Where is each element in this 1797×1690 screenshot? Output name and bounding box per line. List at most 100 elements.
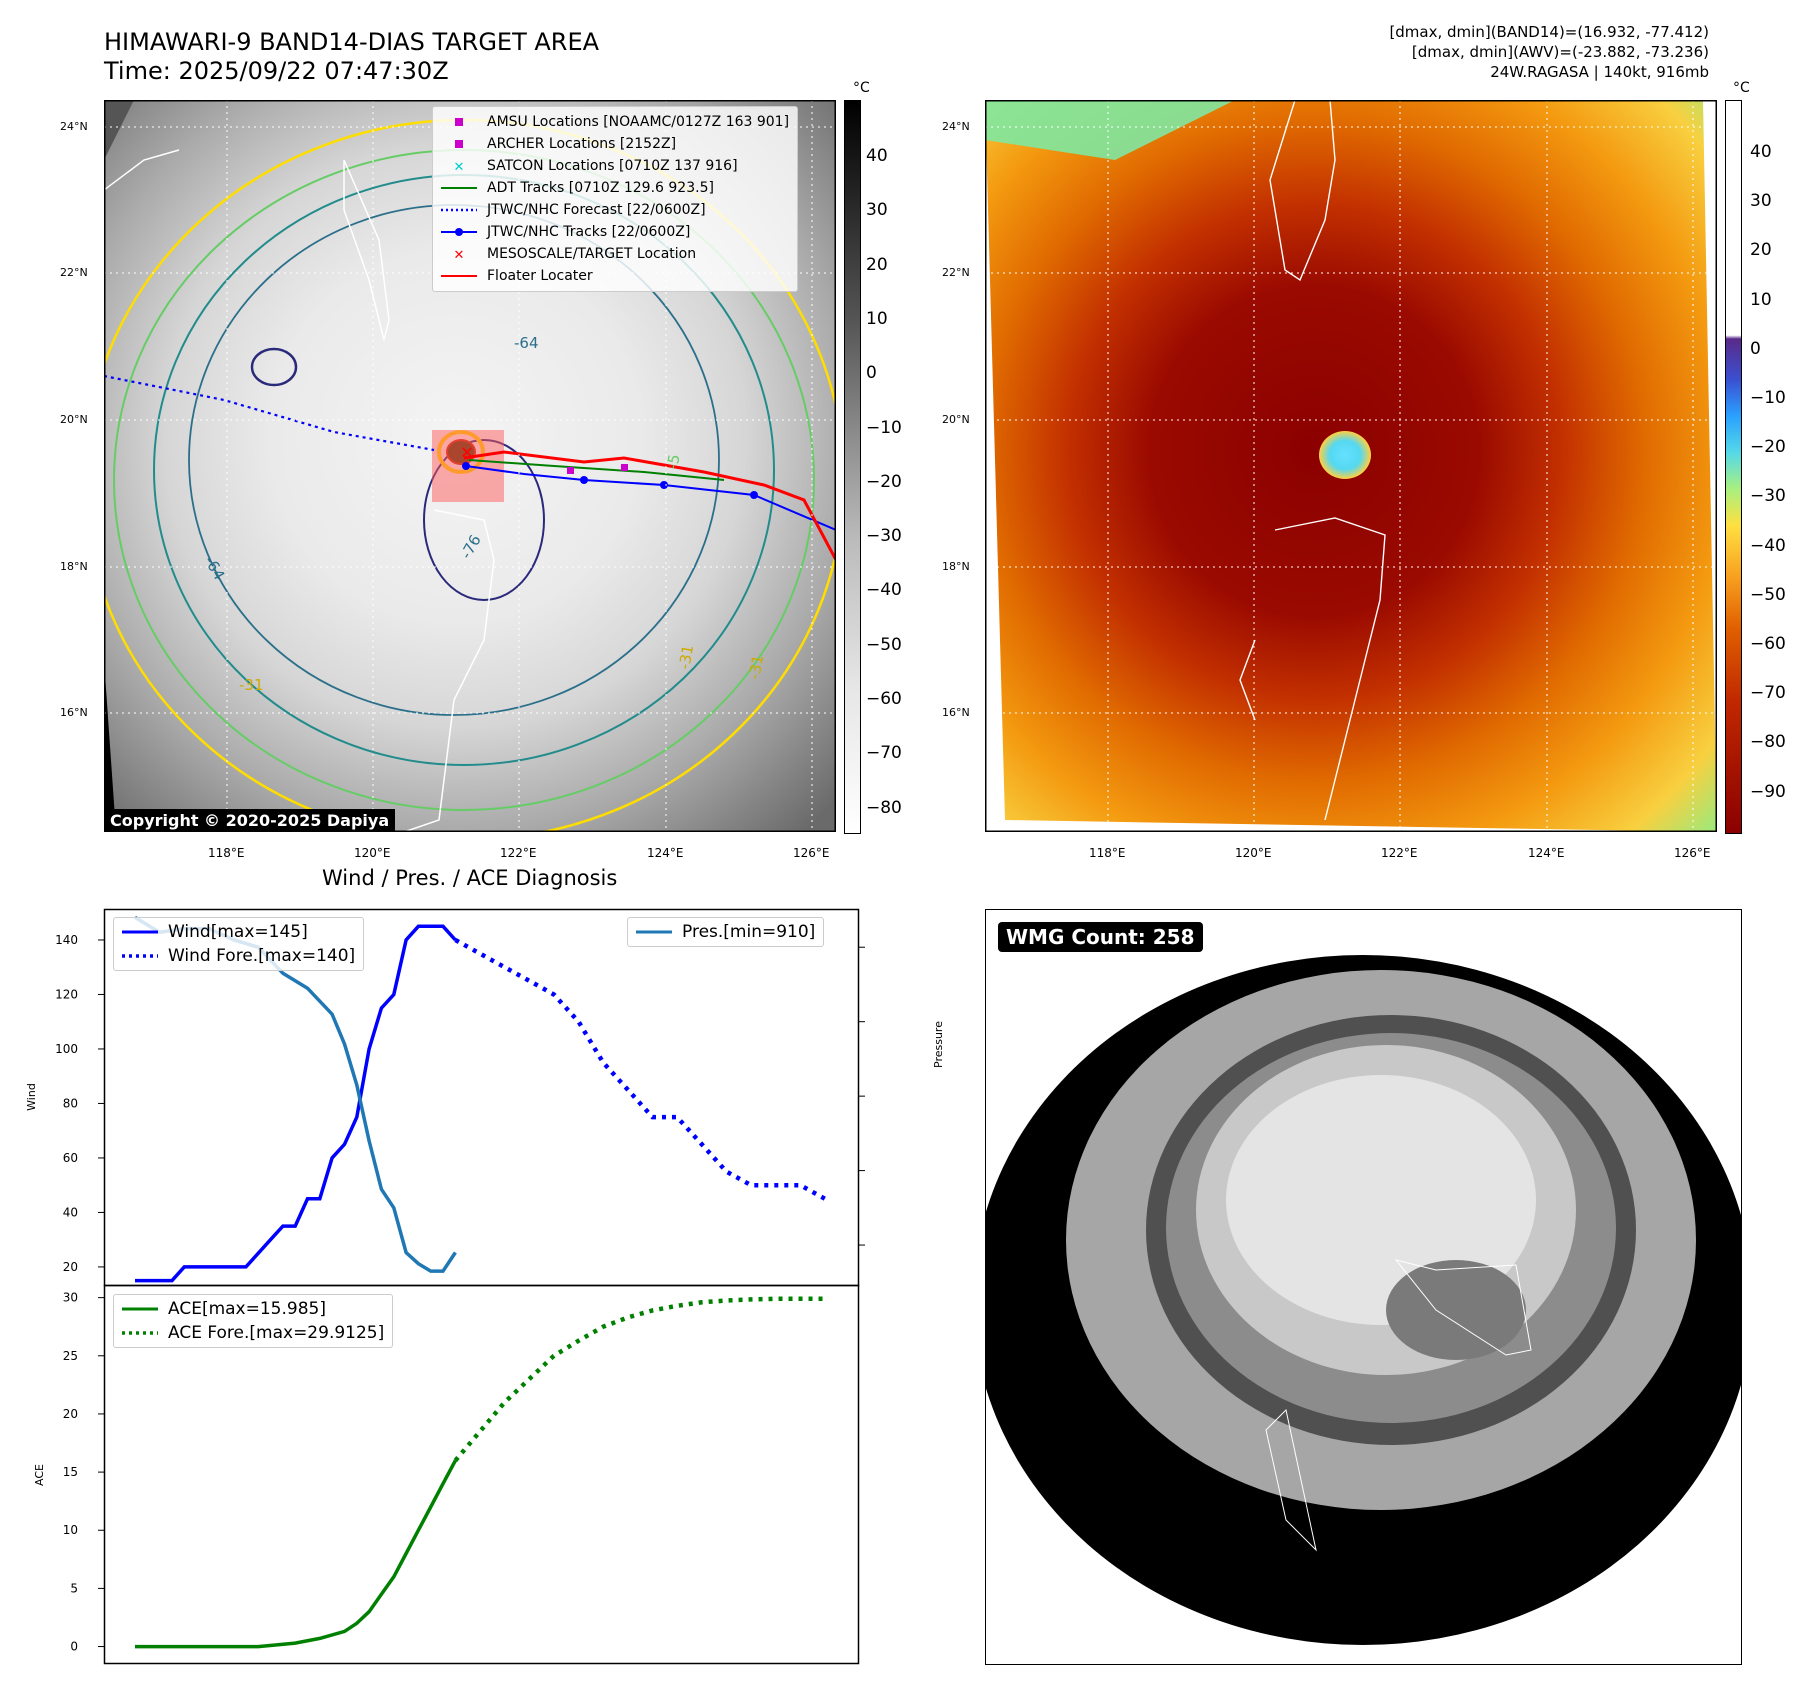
lon-label: 122°E xyxy=(1381,846,1418,860)
jtwc-forecast-track xyxy=(103,374,435,452)
legend-label: Floater Locater xyxy=(487,268,593,284)
contour-label: -64 xyxy=(514,334,539,352)
awv-map xyxy=(984,99,1718,833)
legend-label: AMSU Locations [NOAAMC/0127Z 163 901] xyxy=(487,114,790,130)
lon-label: 120°E xyxy=(354,846,391,860)
colorbar-tick: 20 xyxy=(1750,240,1772,261)
legend-item: AMSU Locations [NOAAMC/0127Z 163 901] xyxy=(441,111,789,133)
ace-ytick-label: 20 xyxy=(63,1407,78,1421)
wmg-count-label: WMG Count: 258 xyxy=(998,922,1203,952)
lat-label: 18°N xyxy=(942,560,970,573)
wind-pressure-series: 204060801001201409209409609801000 xyxy=(55,915,865,1283)
lon-label: 126°E xyxy=(1674,846,1711,860)
wmg-image xyxy=(986,910,1741,1645)
copyright-label: Copyright © 2020-2025 Dapiya xyxy=(104,809,396,832)
legend-symbol xyxy=(441,206,477,214)
wind-forecast-legend-label: Wind Fore.[max=140] xyxy=(168,946,356,966)
awv-coastlines xyxy=(1239,99,1386,821)
wind-legend: Wind[max=145] Wind Fore.[max=140] xyxy=(113,917,365,971)
awv-frame xyxy=(984,99,1718,833)
legend-label: ARCHER Locations [2152Z] xyxy=(487,136,677,152)
legend-symbol xyxy=(441,272,477,280)
legend-item: JTWC/NHC Tracks [22/0600Z] xyxy=(441,221,789,243)
time-title: Time: 2025/09/22 07:47:30Z xyxy=(104,57,449,85)
awv-colorbar xyxy=(1725,100,1742,834)
ace-forecast-legend-label: ACE Fore.[max=29.9125] xyxy=(168,1323,385,1343)
wmg-panel: WMG Count: 258 xyxy=(985,909,1742,1665)
lon-label: 124°E xyxy=(1528,846,1565,860)
colorbar-tick: −20 xyxy=(866,471,902,492)
colorbar-tick: −60 xyxy=(1750,634,1786,654)
lat-label: 20°N xyxy=(60,413,88,426)
wind-ytick-label: 20 xyxy=(63,1260,78,1274)
awv-eye xyxy=(1319,431,1371,479)
wind-ytick-label: 80 xyxy=(63,1096,78,1110)
legend-label: MESOSCALE/TARGET Location xyxy=(487,246,697,262)
colorbar-tick: −40 xyxy=(1750,535,1786,556)
colorbar-tick: 40 xyxy=(1750,142,1772,162)
colorbar-tick: 0 xyxy=(1750,338,1761,359)
diagnosis-chart: Wind Pressure ACE 2040608010012014092094… xyxy=(25,908,865,1665)
colorbar-tick: −90 xyxy=(1750,781,1786,802)
floater-locater xyxy=(463,450,838,561)
wind-ytick-label: 120 xyxy=(55,987,78,1001)
legend-item: Floater Locater xyxy=(441,265,789,287)
lon-label: 120°E xyxy=(1235,846,1272,860)
colorbar-tick: −10 xyxy=(866,417,902,438)
legend-item: ✕ SATCON Locations [0710Z 137 916] xyxy=(441,155,789,177)
legend-label: ADT Tracks [0710Z 129.6 923.5] xyxy=(487,180,714,196)
pressure-axis-label-outer: Pressure xyxy=(932,1021,945,1068)
legend-symbol: ✕ xyxy=(441,248,477,260)
pressure-legend: Pres.[min=910] xyxy=(627,917,825,947)
jtwc-best-track xyxy=(465,465,837,531)
legend-symbol xyxy=(441,139,477,149)
colorbar-unit: °C xyxy=(1733,80,1750,96)
storm-info: 24W.RAGASA | 140kt, 916mb xyxy=(1490,63,1709,81)
contour-label: -5 xyxy=(663,453,683,471)
lat-label: 24°N xyxy=(942,120,970,133)
legend-item: ADT Tracks [0710Z 129.6 923.5] xyxy=(441,177,789,199)
wind-ytick-label: 60 xyxy=(63,1151,78,1165)
wind-line xyxy=(135,924,457,1283)
no-data-corner xyxy=(104,100,134,160)
colorbar-tick: −60 xyxy=(866,689,902,709)
lat-label: 22°N xyxy=(60,266,88,279)
colorbar-unit: °C xyxy=(853,80,870,96)
colorbar-tick: −70 xyxy=(1750,683,1786,704)
colorbar-tick: 40 xyxy=(866,146,888,166)
legend-symbol: ✕ xyxy=(441,160,477,172)
wind-ytick-label: 40 xyxy=(63,1205,78,1219)
colorbar-tick: 30 xyxy=(1750,191,1772,212)
map-legend: AMSU Locations [NOAAMC/0127Z 163 901] ARC… xyxy=(432,106,799,292)
awv-dry-region xyxy=(985,100,1235,160)
legend-label: JTWC/NHC Forecast [22/0600Z] xyxy=(487,202,706,218)
band14-colorbar xyxy=(844,100,861,834)
lat-label: 16°N xyxy=(942,706,970,719)
lon-label: 118°E xyxy=(208,846,245,860)
diagnosis-title: Wind / Pres. / ACE Diagnosis xyxy=(322,866,618,890)
awv-map-svg xyxy=(984,99,1718,833)
colorbar-tick: −20 xyxy=(1750,437,1786,458)
ace-forecast-line xyxy=(453,1296,825,1462)
colorbar-tick: −30 xyxy=(866,526,902,547)
svg-text:✕: ✕ xyxy=(454,160,465,172)
lat-label: 22°N xyxy=(942,266,970,279)
legend-symbol xyxy=(441,227,477,237)
coastlines xyxy=(103,149,495,833)
legend-symbol xyxy=(441,184,477,192)
colorbar-tick: 30 xyxy=(866,200,888,221)
ace-ytick-label: 0 xyxy=(70,1640,78,1654)
contour-label: -31 xyxy=(745,653,767,680)
lat-label: 24°N xyxy=(60,120,88,133)
colorbar-tick: 10 xyxy=(1750,289,1772,310)
wind-forecast-line xyxy=(454,938,827,1201)
no-data-edge xyxy=(104,660,116,832)
colorbar-tick: −50 xyxy=(1750,584,1786,605)
colorbar-tick: −30 xyxy=(1750,486,1786,507)
colorbar-tick: 0 xyxy=(866,363,877,384)
lon-label: 126°E xyxy=(793,846,830,860)
legend-item: ✕ MESOSCALE/TARGET Location xyxy=(441,243,789,265)
main-title: HIMAWARI-9 BAND14-DIAS TARGET AREA xyxy=(104,28,600,56)
awv-gridlines xyxy=(985,100,1717,832)
ace-frame xyxy=(103,1284,860,1665)
